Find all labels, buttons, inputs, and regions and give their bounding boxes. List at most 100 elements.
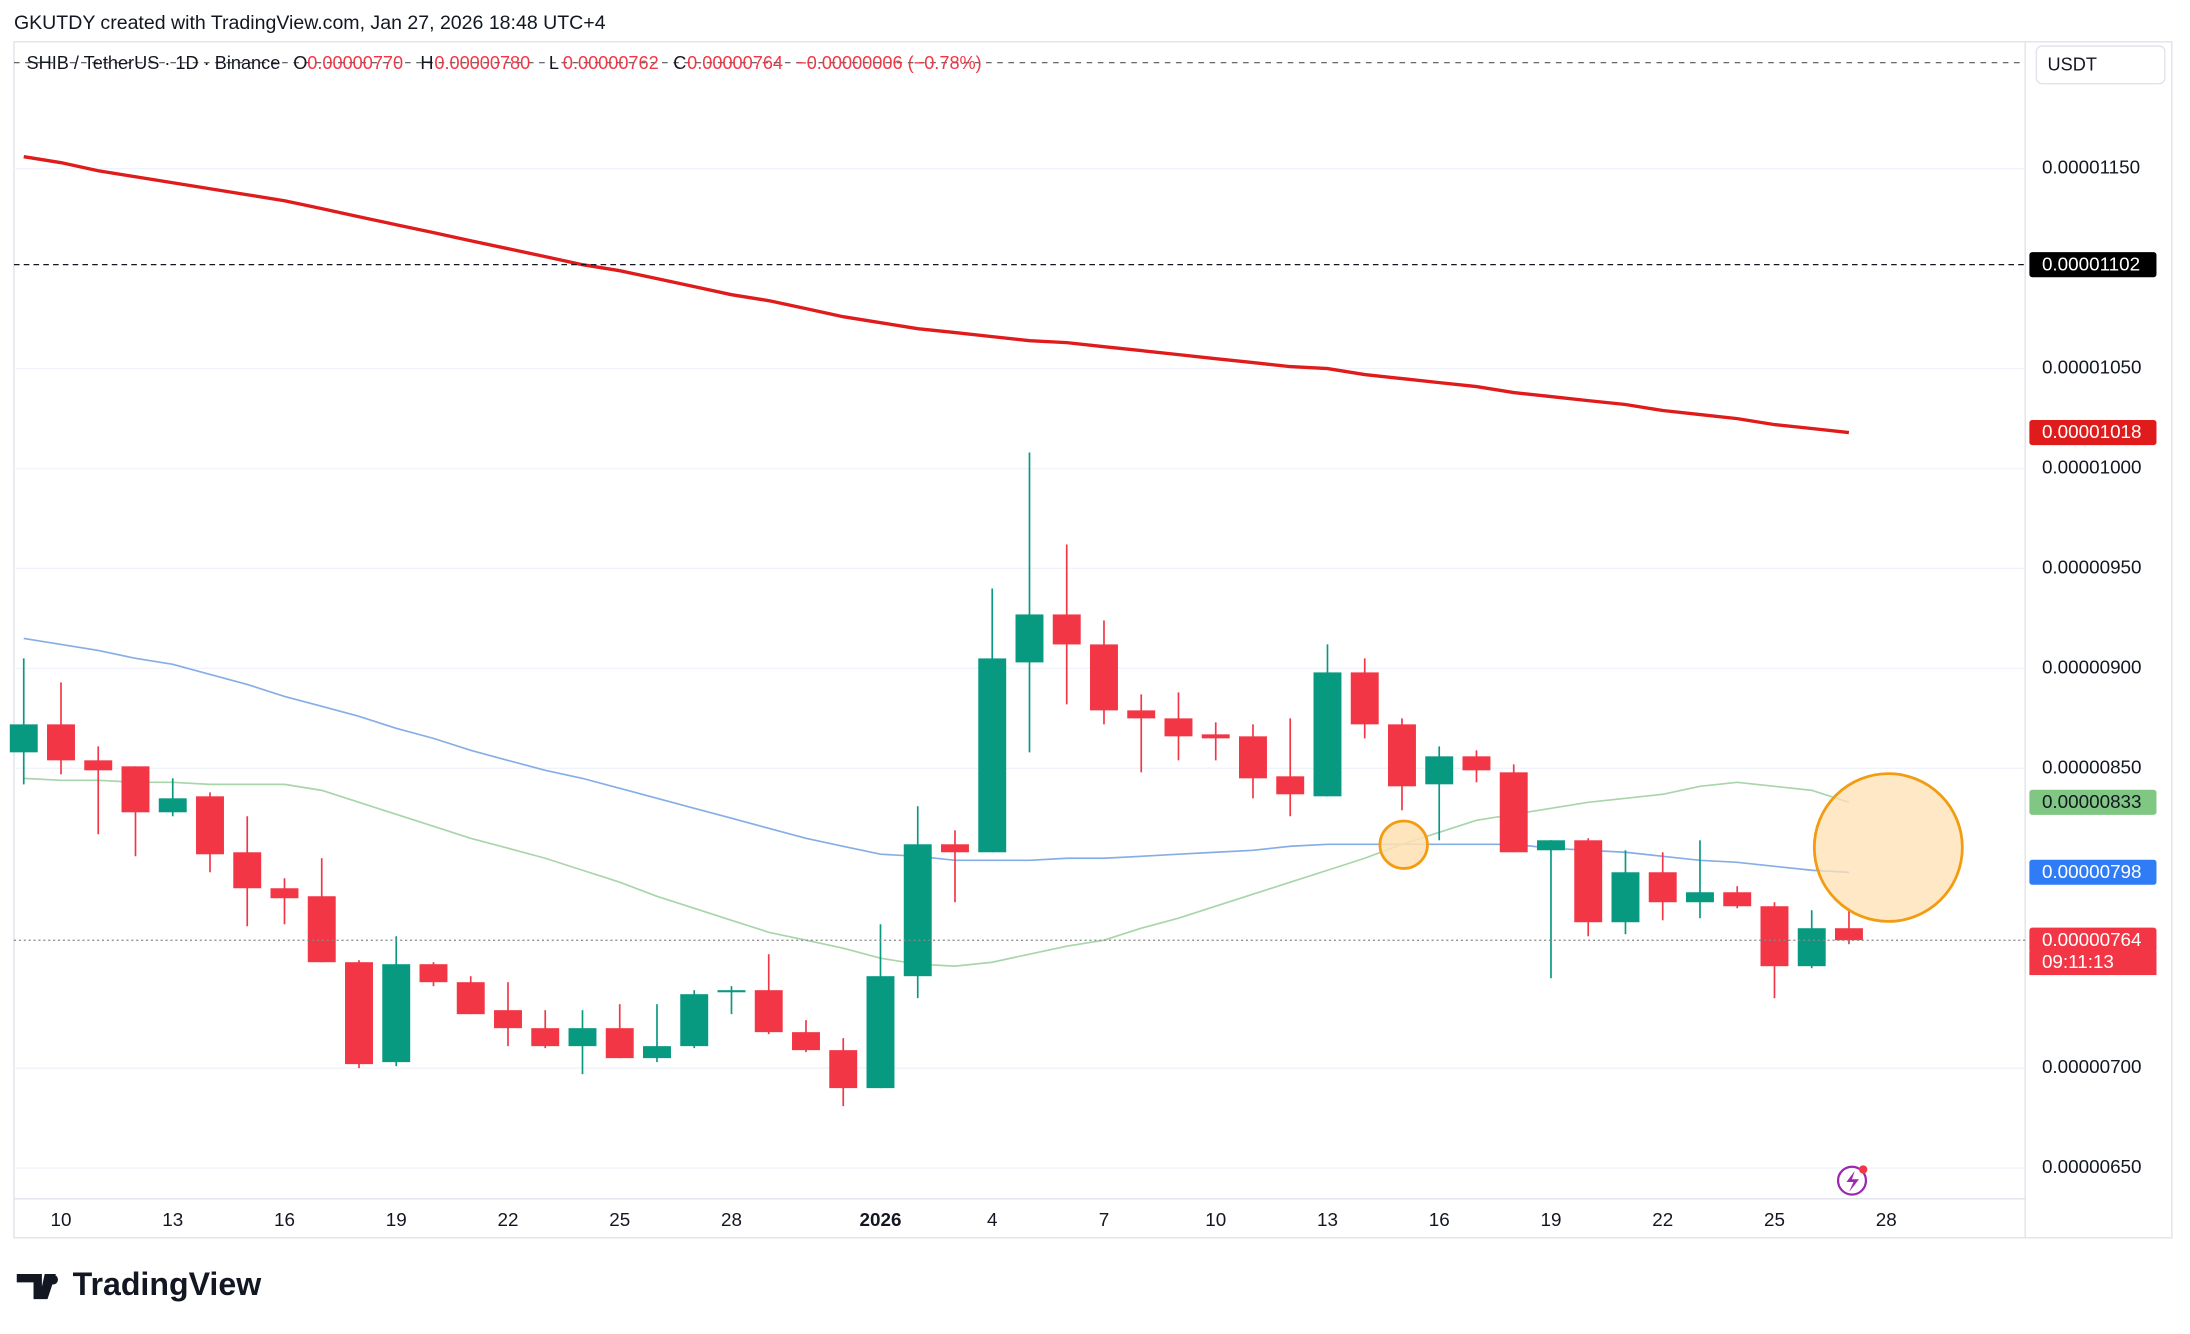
candle-body: [1201, 734, 1230, 739]
candle-body: [233, 852, 262, 889]
y-tick-label: 0.00000950: [2042, 556, 2142, 577]
x-tick-label: 25: [609, 1209, 630, 1230]
candle-body: [1648, 872, 1677, 903]
candle-body: [866, 976, 895, 1089]
x-tick-label: 25: [1764, 1209, 1785, 1230]
x-tick-label: 13: [1317, 1209, 1338, 1230]
candle-body: [121, 766, 150, 813]
ohlc-value: 0.00000764: [687, 53, 783, 73]
y-tick-label: 0.00001000: [2042, 457, 2142, 478]
candle-body: [1388, 724, 1416, 787]
x-tick-label: 19: [1540, 1209, 1561, 1230]
price-label: 0.00001018: [2042, 421, 2142, 442]
price-label: 0.00001102: [2042, 253, 2140, 274]
moving-average-line: [23, 777, 1850, 967]
chart-frame: [13, 41, 2173, 1239]
candle-body: [1052, 614, 1081, 645]
candle-body: [1499, 772, 1528, 853]
candle-body: [1537, 840, 1565, 851]
candle-body: [494, 1010, 522, 1029]
x-tick-label: 16: [1429, 1209, 1450, 1230]
ohlc-value: 0.00000770: [307, 53, 403, 73]
x-tick-label: 16: [274, 1209, 295, 1230]
candle-body: [1090, 644, 1118, 711]
price-label-box: [2029, 252, 2157, 278]
candle-body: [680, 994, 709, 1047]
x-tick-label: 10: [51, 1209, 72, 1230]
candle-body: [754, 990, 783, 1033]
highlight-circle: [1378, 819, 1429, 870]
candle-body: [1425, 756, 1454, 785]
candle-body: [1164, 718, 1193, 737]
highlight-circle: [1812, 772, 1964, 923]
candle-body: [1686, 892, 1714, 903]
candle-body: [1276, 776, 1305, 795]
candle-body: [941, 844, 969, 853]
ohlc-key: L: [549, 53, 559, 73]
y-tick-label: 0.00000650: [2042, 1156, 2142, 1177]
unit: USDT: [2048, 54, 2097, 74]
candle-body: [605, 1028, 634, 1059]
candle-body: [1611, 872, 1640, 923]
candle-body: [84, 760, 113, 771]
candle-body: [47, 724, 75, 761]
candle-body: [717, 990, 746, 993]
brand-logo-dot: [48, 1274, 58, 1285]
x-tick-label: 28: [721, 1209, 742, 1230]
candle-body: [456, 982, 485, 1015]
y-tick-label: 0.00001050: [2042, 357, 2142, 378]
price-label-box: [2029, 859, 2157, 885]
candle-body: [568, 1028, 597, 1047]
ohlc-value: 0.00000762: [563, 53, 659, 73]
price-label: 0.00000798: [2042, 861, 2142, 882]
candle-body: [9, 724, 38, 753]
attribution: GKUTDY created with TradingView.com, Jan…: [14, 12, 606, 34]
ohlc-key: C: [673, 53, 686, 73]
candle-body: [978, 658, 1007, 853]
candle-body: [1574, 840, 1603, 923]
candle-body: [307, 896, 336, 963]
y-tick-label: 0.00000850: [2042, 756, 2142, 777]
x-tick-label: 22: [1652, 1209, 1673, 1230]
ohlc-value: 0.00000780: [434, 53, 530, 73]
candle-body: [158, 798, 187, 813]
price-label-box: [2029, 789, 2157, 815]
candle-body: [903, 844, 932, 977]
ohlc-key: H: [420, 53, 433, 73]
candle-body: [792, 1032, 820, 1051]
x-tick-label: 13: [162, 1209, 183, 1230]
x-tick-label: 7: [1099, 1209, 1109, 1230]
countdown-box: [2029, 951, 2157, 976]
candle-body: [1797, 928, 1826, 967]
x-tick-label: 10: [1205, 1209, 1226, 1230]
y-tick-label: 0.00000700: [2042, 1056, 2142, 1077]
candle-body: [1127, 710, 1156, 719]
alert-dot: [1858, 1165, 1868, 1174]
symbol: SHIB / TetherUS · 1D · Binance: [27, 53, 281, 73]
brand: TradingView: [73, 1266, 263, 1302]
countdown: 09:11:13: [2042, 951, 2114, 972]
candle-body: [1015, 614, 1044, 663]
candle-body: [1835, 928, 1863, 941]
candle-body: [382, 964, 411, 1063]
alert-icon: [1836, 1165, 1868, 1196]
x-tick-label: 2026: [860, 1209, 902, 1230]
unit-box: [2035, 45, 2166, 85]
price-label: 0.00000764: [2042, 929, 2142, 950]
candle-body: [531, 1028, 560, 1047]
y-tick-label: 0.00000900: [2042, 656, 2142, 677]
candle-body: [643, 1046, 671, 1059]
candle-body: [419, 964, 448, 983]
candle-body: [196, 796, 224, 855]
brand-logo: [16, 1274, 56, 1300]
ohlc-key: O: [293, 53, 307, 73]
candle-body: [1239, 736, 1267, 779]
candle-body: [829, 1050, 858, 1089]
moving-average-line: [23, 155, 1850, 435]
candle-body: [1723, 892, 1752, 907]
plot: 0.00000650 0.00000700 0.00000850 0.00000900…: [9, 155, 2142, 1230]
x-tick-label: 28: [1876, 1209, 1897, 1230]
candle-body: [1350, 672, 1379, 725]
